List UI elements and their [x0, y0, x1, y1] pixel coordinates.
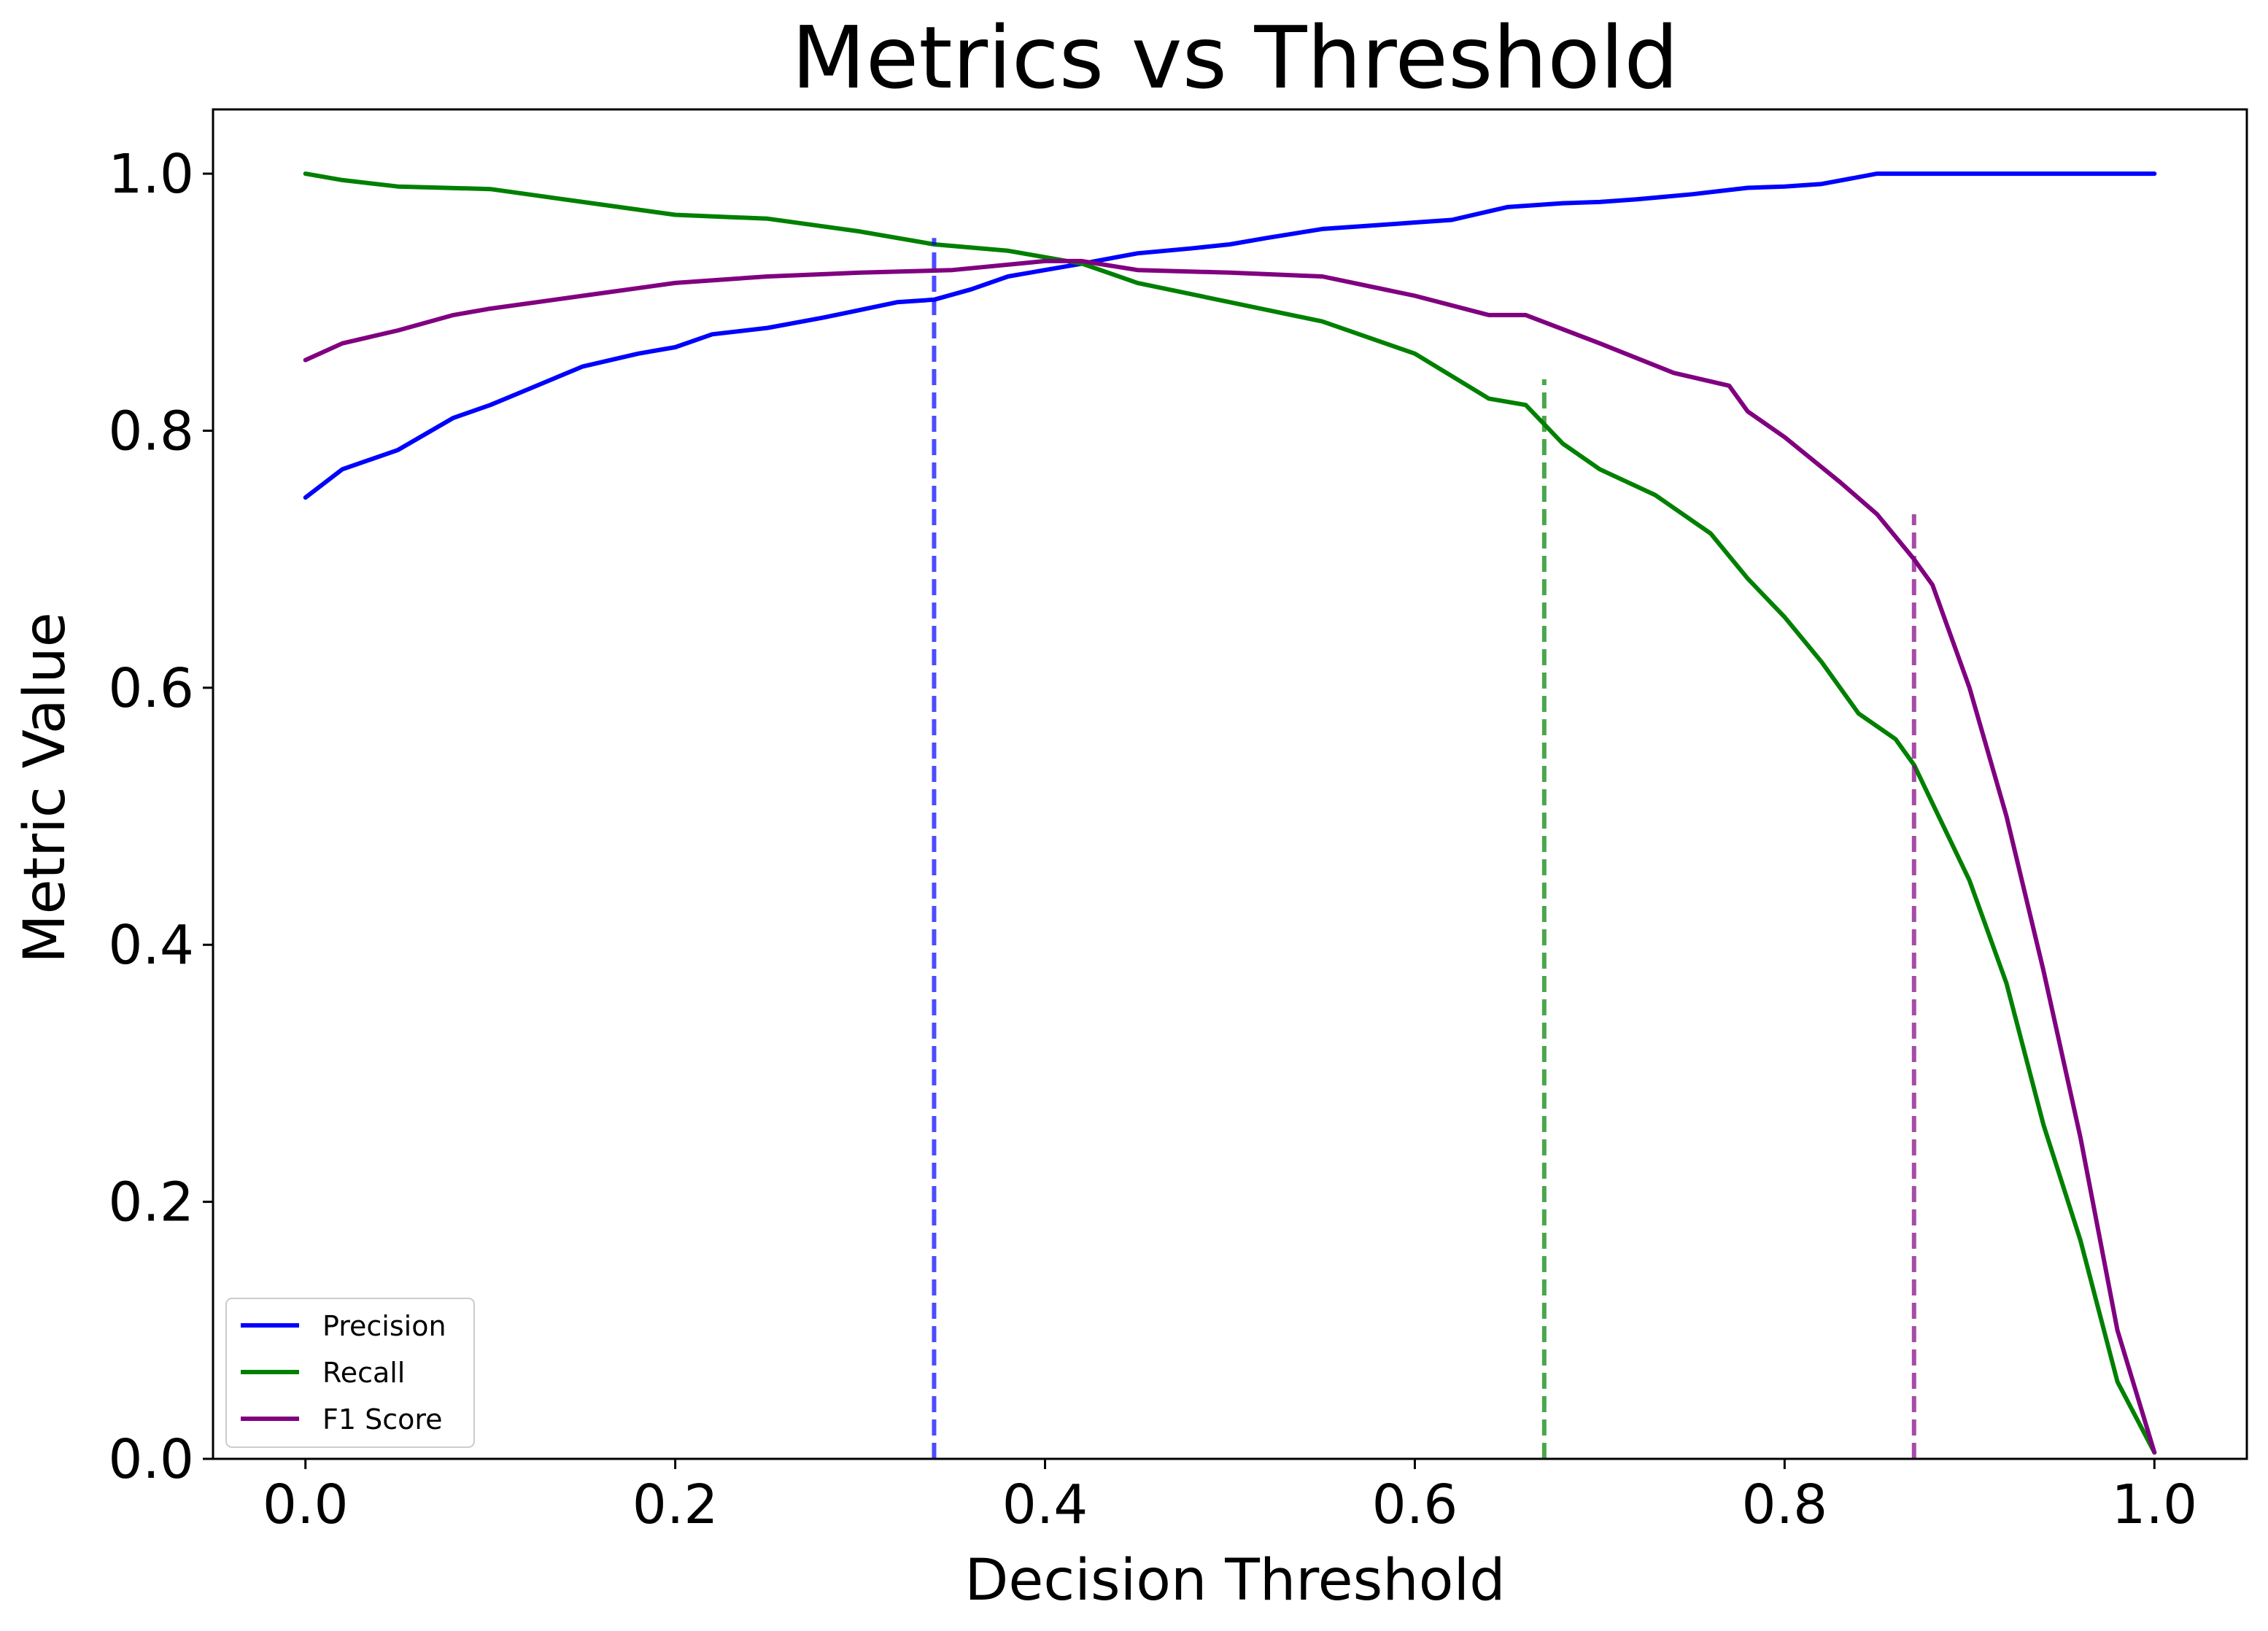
- plot-frame: [212, 108, 2248, 1460]
- y-tick-label: 0.0: [108, 1428, 194, 1491]
- x-tick-label: 0.6: [1372, 1473, 1458, 1536]
- chart-title: Metrics vs Threshold: [792, 7, 1679, 108]
- legend-label-precision: Precision: [322, 1310, 446, 1342]
- y-axis-ticks: 0.0 0.2 0.4 0.6 0.8 1.0: [108, 143, 213, 1491]
- legend-label-f1-score: F1 Score: [322, 1403, 443, 1436]
- legend-box: [225, 1298, 475, 1448]
- reference-lines: [932, 238, 1916, 1459]
- x-axis-ticks: 0.0 0.2 0.4 0.6 0.8 1.0: [263, 1459, 2197, 1536]
- x-tick-label: 0.0: [263, 1473, 349, 1536]
- y-tick-label: 0.2: [108, 1171, 194, 1234]
- x-tick-label: 0.2: [632, 1473, 719, 1536]
- x-tick-label: 0.8: [1742, 1473, 1828, 1536]
- x-tick-label: 0.4: [1002, 1473, 1088, 1536]
- series-line-precision: [303, 171, 2157, 500]
- legend-label-recall: Recall: [322, 1357, 405, 1389]
- legend: Precision Recall F1 Score: [225, 1298, 475, 1448]
- y-tick-label: 1.0: [108, 143, 194, 206]
- y-tick-label: 0.4: [108, 914, 194, 977]
- y-tick-label: 0.6: [108, 657, 194, 720]
- x-tick-label: 1.0: [2111, 1473, 2197, 1536]
- x-axis-label: Decision Threshold: [964, 1548, 1505, 1613]
- y-tick-label: 0.8: [108, 400, 194, 462]
- series-line-f1-score: [303, 258, 2157, 1455]
- y-axis-label: Metric Value: [12, 612, 78, 963]
